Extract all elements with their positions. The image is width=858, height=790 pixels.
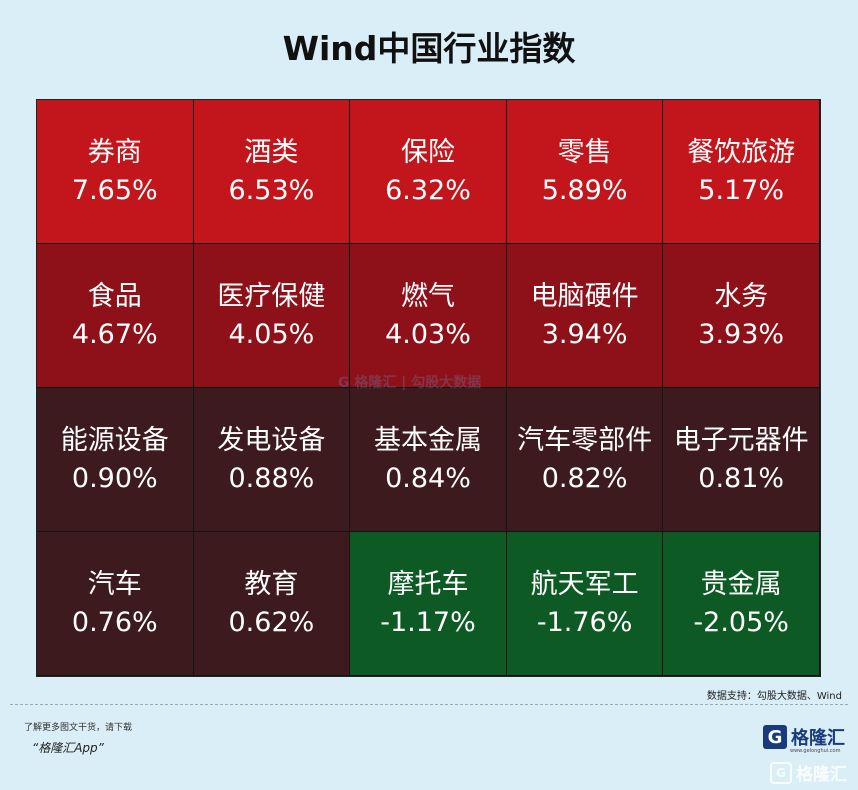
cell-change-value: 0.76%: [71, 606, 158, 638]
cell-change-value: 0.81%: [698, 462, 785, 494]
promo-text: 了解更多图文干货，请下载: [24, 723, 133, 733]
cell-industry-name: 汽车零部件: [517, 424, 653, 456]
cell-industry-name: 电脑硬件: [530, 280, 639, 312]
cell-change-value: -1.17%: [380, 606, 476, 638]
heatmap-cell: 餐饮旅游 5.17%: [663, 100, 820, 244]
cell-industry-name: 券商: [87, 136, 142, 168]
cell-industry-name: 水务: [714, 280, 769, 312]
heatmap-cell: 医疗保健 4.05%: [193, 244, 351, 388]
cell-industry-name: 能源设备: [60, 424, 169, 456]
logo-text: 格隆汇: [791, 728, 845, 749]
cell-industry-name: 基本金属: [373, 424, 482, 456]
cell-change-value: 7.65%: [71, 174, 158, 206]
cell-change-value: 6.53%: [228, 174, 315, 206]
cell-change-value: 5.89%: [541, 174, 628, 206]
cell-industry-name: 贵金属: [700, 568, 782, 600]
heatmap-cell: 券商 7.65%: [37, 100, 194, 244]
cell-change-value: -1.76%: [536, 606, 633, 638]
heatmap-cell: 发电设备 0.88%: [193, 388, 351, 532]
cell-industry-name: 保险: [400, 136, 455, 168]
cell-change-value: 4.03%: [385, 318, 471, 350]
cell-change-value: 3.93%: [698, 318, 785, 350]
cell-industry-name: 航天军工: [530, 568, 639, 600]
cell-change-value: 0.90%: [71, 462, 158, 494]
heatmap-cell: 基本金属 0.84%: [350, 388, 507, 532]
center-watermark: G 格隆汇 | 勾股大数据: [338, 375, 482, 391]
cell-change-value: 0.84%: [385, 462, 471, 494]
cell-change-value: 0.88%: [228, 462, 315, 494]
cell-industry-name: 餐饮旅游: [687, 136, 796, 168]
heatmap-cell: 汽车 0.76%: [37, 532, 194, 676]
cell-industry-name: 食品: [87, 280, 142, 312]
heatmap-cell: 能源设备 0.90%: [37, 388, 194, 532]
logo-g-icon: G: [763, 725, 787, 749]
heatmap-cell: 贵金属 -2.05%: [663, 532, 820, 676]
cell-change-value: 4.67%: [71, 318, 158, 350]
corner-watermark: G 格隆汇: [770, 760, 847, 785]
watermark-g-icon: G: [770, 761, 792, 784]
cell-industry-name: 汽车: [87, 568, 142, 600]
heatmap-cell: 教育 0.62%: [193, 532, 351, 676]
heatmap-cell: 食品 4.67%: [37, 244, 194, 388]
cell-industry-name: 燃气: [400, 280, 455, 312]
data-source: 数据支持：勾股大数据、Wind: [706, 691, 842, 702]
logo-url: www.gelonghui.com: [790, 748, 841, 754]
heatmap-cell: 燃气 4.03%: [350, 244, 507, 388]
cell-industry-name: 电子元器件: [673, 424, 809, 456]
heatmap-cell: 汽车零部件 0.82%: [506, 388, 664, 532]
heatmap-cell: 电子元器件 0.81%: [663, 388, 820, 532]
cell-change-value: -2.05%: [693, 606, 789, 638]
industry-heatmap: 券商 7.65% 酒类 6.53% 保险 6.32% 零售 5.89% 餐饮旅游 5.17% 食品 4…: [36, 99, 821, 677]
heatmap-cell: 水务 3.93%: [663, 244, 820, 388]
cell-change-value: 4.05%: [228, 318, 315, 350]
heatmap-cell: 航天军工 -1.76%: [506, 532, 664, 676]
cell-industry-name: 酒类: [244, 136, 299, 168]
footer-divider: [10, 704, 848, 705]
cell-change-value: 6.32%: [385, 174, 471, 206]
cell-industry-name: 医疗保健: [217, 280, 326, 312]
app-name: “格隆汇App”: [32, 741, 104, 755]
cell-industry-name: 发电设备: [217, 424, 326, 456]
cell-change-value: 3.94%: [541, 318, 628, 350]
heatmap-cell: 保险 6.32%: [350, 100, 507, 244]
heatmap-cell: 电脑硬件 3.94%: [506, 244, 664, 388]
heatmap-cell: 酒类 6.53%: [193, 100, 351, 244]
cell-change-value: 5.17%: [698, 174, 785, 206]
cell-change-value: 0.82%: [541, 462, 628, 494]
chart-title: Wind中国行业指数: [282, 29, 576, 68]
brand-logo: G 格隆汇: [763, 724, 845, 750]
cell-industry-name: 教育: [244, 568, 299, 600]
cell-change-value: 0.62%: [228, 606, 315, 638]
watermark-text: 格隆汇: [796, 765, 847, 785]
heatmap-cell: 零售 5.89%: [506, 100, 664, 244]
cell-industry-name: 摩托车: [387, 568, 469, 600]
heatmap-cell: 摩托车 -1.17%: [350, 532, 507, 676]
cell-industry-name: 零售: [557, 136, 612, 168]
